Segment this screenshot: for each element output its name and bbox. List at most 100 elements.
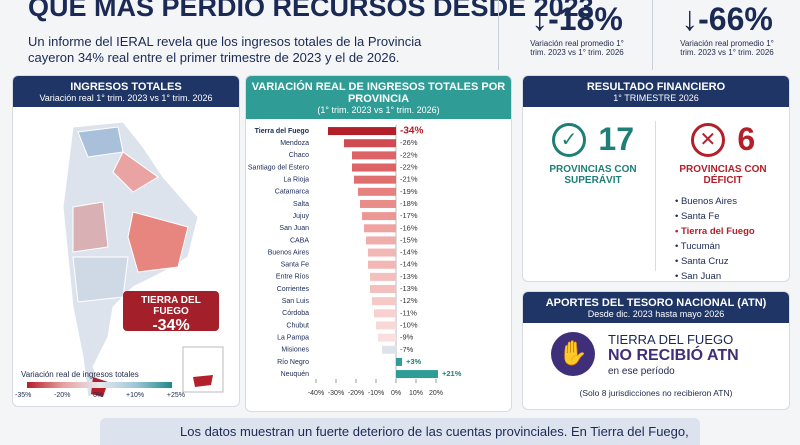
bar: [344, 139, 396, 148]
callout-name: TIERRA DEL FUEGO: [141, 295, 201, 317]
atn-panel: APORTES DEL TESORO NACIONAL (ATN) Desde d…: [522, 291, 790, 410]
map-region: [112, 151, 159, 193]
divider: [655, 121, 656, 271]
category-label: Santa Fe: [281, 262, 310, 269]
callout-value: -34%: [152, 317, 190, 334]
value-label: -15%: [400, 235, 418, 244]
bar: [368, 248, 396, 257]
category-label: Córdoba: [282, 310, 309, 317]
deficit-item: • San Juan: [675, 271, 722, 282]
category-label: Neuquén: [281, 371, 310, 378]
value-label: -34%: [400, 126, 423, 137]
chart: -40% -30% -20% -10% 0% 10% 20% Tierra del Fuego…: [248, 125, 462, 397]
bar: [360, 199, 396, 208]
bar: [370, 285, 396, 294]
map-region: [72, 256, 129, 303]
map-region: [72, 201, 109, 253]
value-label: +21%: [442, 369, 462, 378]
x-tick-label: -20%: [348, 390, 364, 397]
atn-note: (Solo 8 jurisdicciones no recibieron ATN…: [579, 388, 733, 398]
bar: [352, 163, 396, 172]
stat: ↓-66% Variación real promedio 1° trim. 2…: [662, 0, 792, 57]
bar: [366, 236, 396, 245]
bar: [354, 175, 396, 184]
value-label: -14%: [400, 248, 418, 257]
value-label: +3%: [406, 357, 422, 366]
deficit-item: • Santa Cruz: [675, 256, 729, 267]
panel-header: VARIACIÓN REAL DE INGRESOS TOTALES POR P…: [246, 76, 511, 119]
legend-ticks: -35% -20% 0% +10% +25%: [15, 392, 185, 399]
category-label: Chaco: [289, 152, 309, 159]
x-tick-label: 20%: [429, 390, 443, 397]
bar: [374, 309, 396, 318]
value-label: -10%: [400, 320, 418, 329]
x-tick-label: -30%: [328, 390, 344, 397]
surplus-label: PROVINCIAS CON SUPERÁVIT: [549, 164, 637, 186]
legend-title: Variación real de ingresos totales: [21, 370, 139, 379]
deficit-item: • Tucumán: [675, 241, 721, 252]
atn-headline: NO RECIBIÓ ATN: [608, 347, 739, 364]
map-panel: INGRESOS TOTALES Variación real 1° trim. …: [12, 75, 240, 407]
panel-subtitle: 1° TRIMESTRE 2026: [613, 93, 699, 103]
financial-panel: RESULTADO FINANCIERO 1° TRIMESTRE 2026 ✓ …: [522, 75, 790, 282]
category-label: Catamarca: [275, 189, 309, 196]
surplus: ✓ 17 PROVINCIAS CON SUPERÁVIT: [549, 121, 637, 186]
category-label: La Pampa: [277, 334, 309, 341]
panel-header: INGRESOS TOTALES Variación real 1° trim. …: [13, 76, 239, 107]
category-label: San Juan: [279, 225, 309, 232]
panel-title: INGRESOS TOTALES: [70, 81, 182, 93]
map-shape: [62, 121, 199, 398]
map: [62, 121, 224, 398]
deficit-item: • Santa Fe: [675, 211, 720, 222]
map-region: [127, 211, 189, 273]
value-label: -11%: [400, 308, 417, 317]
value-label: -13%: [400, 272, 418, 281]
bar: [370, 272, 396, 281]
bar: [352, 151, 396, 160]
bar: [378, 333, 396, 342]
value-label: -18%: [400, 199, 418, 208]
hand-icon: ✋: [551, 332, 595, 376]
deficit: ✕ 6 PROVINCIAS CON DÉFICIT: [679, 121, 767, 186]
x-tick-label: -10%: [368, 390, 384, 397]
category-label: Salta: [293, 201, 309, 208]
value-label: -22%: [400, 150, 418, 159]
footer-box: Los datos muestran un fuerte deterioro d…: [100, 418, 700, 445]
panel-subtitle: Desde dic. 2023 hasta mayo 2026: [587, 309, 725, 319]
bar: [376, 321, 396, 330]
legend-tick: +10%: [126, 392, 145, 399]
legend-scale: [27, 382, 172, 388]
subtitle: Un informe del IERAL revela que los ingr…: [28, 34, 422, 65]
deficit-list: • Buenos Aires • Santa Fe • Tierra del Fue…: [675, 194, 755, 282]
category-label: Río Negro: [277, 359, 309, 366]
category-label: Santiago del Estero: [248, 164, 309, 171]
bar: [364, 224, 396, 233]
category-label: Misiones: [281, 347, 309, 354]
chart-title: VARIACIÓN REAL DE INGRESOS TOTALES POR P…: [251, 81, 506, 105]
atn-name: TIERRA DEL FUEGO: [608, 332, 734, 347]
panel-header: RESULTADO FINANCIERO 1° TRIMESTRE 2026: [523, 76, 789, 107]
category-label: CABA: [290, 237, 309, 244]
panel-subtitle: Variación real 1° trim. 2023 vs 1° trim.…: [39, 93, 213, 103]
category-label: La Rioja: [283, 177, 309, 184]
value-label: -9%: [400, 333, 414, 342]
bar: [382, 345, 396, 354]
category-label: Jujuy: [293, 213, 310, 220]
value-label: -7%: [400, 345, 414, 354]
value-label: -14%: [400, 260, 418, 269]
bar: [328, 127, 396, 136]
value-label: -21%: [400, 175, 418, 184]
chart-panel: VARIACIÓN REAL DE INGRESOS TOTALES POR P…: [245, 75, 512, 412]
bar: [372, 297, 396, 306]
callout: TIERRA DEL FUEGO -34%: [123, 291, 219, 334]
bar: [362, 212, 396, 221]
bar: [358, 187, 396, 196]
deficit-label: PROVINCIAS CON DÉFICIT: [679, 164, 767, 186]
inset-region: [193, 375, 213, 387]
value-label: -17%: [400, 211, 418, 220]
legend-tick: -35%: [15, 392, 32, 399]
value-label: -12%: [400, 296, 418, 305]
title: QUE MÁS PERDIÓ RECURSOS DESDE 2023: [28, 0, 594, 22]
divider: [652, 0, 653, 70]
